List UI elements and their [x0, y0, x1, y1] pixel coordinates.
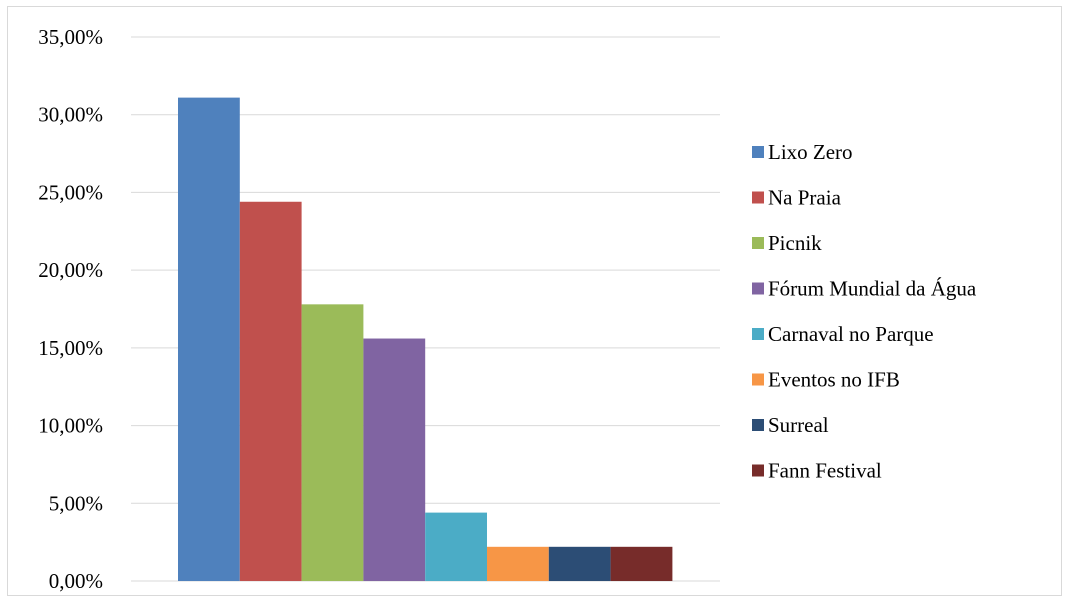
- y-tick-label: 10,00%: [38, 414, 103, 438]
- legend-item: Carnaval no Parque: [752, 322, 934, 346]
- legend-item: Surreal: [752, 413, 829, 437]
- bar-surreal: [548, 546, 611, 581]
- legend-label: Fann Festival: [768, 459, 882, 483]
- legend-label: Picnik: [768, 231, 822, 255]
- legend-item: Fann Festival: [752, 459, 882, 483]
- y-tick-label: 15,00%: [38, 336, 103, 360]
- bar-f-rum-mundial-da-gua: [363, 338, 426, 581]
- y-axis-tick-labels: 0,00% 5,00% 10,00% 15,00% 20,00% 25,00% 30,00%…: [38, 25, 103, 593]
- legend-swatch: [752, 191, 764, 204]
- legend-label: Carnaval no Parque: [768, 322, 934, 346]
- legend-label: Eventos no IFB: [768, 368, 900, 392]
- legend-item: Na Praia: [752, 186, 842, 210]
- legend-label: Fórum Mundial da Água: [768, 277, 977, 301]
- legend-label: Surreal: [768, 413, 829, 437]
- legend-swatch: [752, 373, 764, 386]
- y-tick-label: 0,00%: [49, 569, 103, 593]
- bar-eventos-no-ifb: [487, 546, 549, 581]
- bar-picnik: [301, 304, 364, 581]
- y-tick-label: 5,00%: [49, 491, 103, 515]
- legend-label: Na Praia: [768, 186, 842, 210]
- legend-item: Fórum Mundial da Água: [752, 277, 977, 301]
- bars: [178, 97, 673, 582]
- y-tick-label: 20,00%: [38, 258, 103, 282]
- legend-swatch: [752, 282, 764, 295]
- legend-item: Lixo Zero: [752, 140, 853, 164]
- legend-swatch: [752, 419, 764, 431]
- legend-item: Eventos no IFB: [752, 368, 900, 392]
- y-tick-label: 25,00%: [38, 180, 103, 204]
- bar-fann-festival: [610, 546, 673, 581]
- y-tick-label: 35,00%: [38, 25, 103, 49]
- bar-carnaval-no-parque: [425, 512, 487, 581]
- bar-na-praia: [239, 201, 302, 582]
- legend-item: Picnik: [752, 231, 822, 255]
- legend-swatch: [752, 328, 764, 340]
- legend-swatch: [752, 146, 764, 158]
- legend: Lixo Zero Na Praia Picnik Fórum Mundial da …: [752, 140, 977, 483]
- bar-lixo-zero: [178, 97, 240, 582]
- y-tick-label: 30,00%: [38, 103, 103, 127]
- legend-swatch: [752, 237, 764, 249]
- legend-swatch: [752, 464, 764, 477]
- legend-label: Lixo Zero: [768, 140, 853, 164]
